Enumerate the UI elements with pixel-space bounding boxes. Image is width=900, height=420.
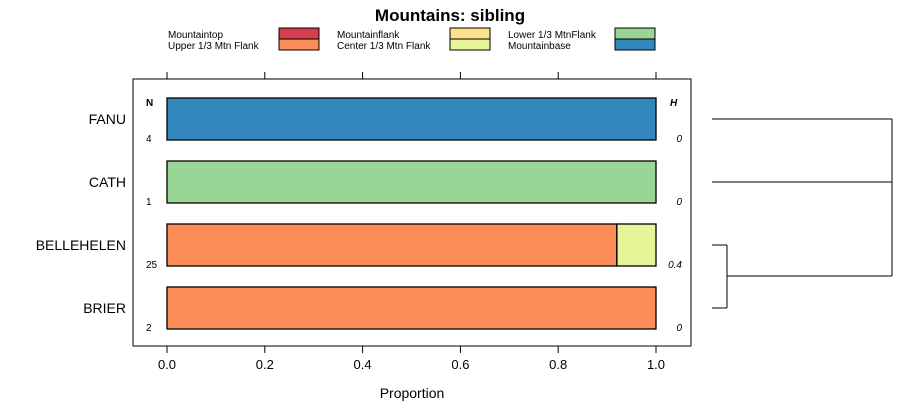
legend-label-mountaintop: Mountaintop (168, 30, 223, 41)
n-value-fanu: 4 (146, 134, 152, 145)
category-label-bellehelen: BELLEHELEN (36, 237, 126, 253)
legend-label-mountainbase: Mountainbase (508, 41, 571, 52)
category-label-cath: CATH (89, 174, 126, 190)
x-tick-label: 0.2 (256, 357, 274, 372)
legend-swatch-center-1-3-mtn-flank (449, 38, 491, 51)
category-label-brier: BRIER (83, 300, 126, 316)
category-label-fanu: FANU (89, 111, 126, 127)
h-value-cath: 0 (676, 197, 682, 208)
bar-segment-bellehelen-upper-1-3-mtn-flank (166, 223, 618, 267)
legend-label-lower-1-3-mtnflank: Lower 1/3 MtnFlank (508, 30, 597, 41)
n-value-brier: 2 (146, 323, 152, 334)
x-tick-label: 1.0 (647, 357, 665, 372)
x-tick-label: 0.8 (549, 357, 567, 372)
n-column-header: N (146, 98, 153, 109)
bar-segment-fanu-mountainbase (166, 97, 657, 141)
h-value-fanu: 0 (676, 134, 682, 145)
legend-swatch-mountainflank (449, 27, 491, 40)
chart-title: Mountains: sibling (375, 6, 525, 25)
bar-segment-brier-upper-1-3-mtn-flank (166, 286, 657, 330)
legend-swatch-upper-1-3-mtn-flank (278, 38, 320, 51)
plot-frame (132, 78, 692, 347)
legend-swatch-lower-1-3-mtnflank (614, 27, 656, 40)
x-tick-label: 0.6 (451, 357, 469, 372)
x-axis: 0.0 0.2 0.4 0.6 0.8 1.0 (158, 72, 665, 372)
dendrogram (712, 118, 893, 309)
x-tick-label: 0.0 (158, 357, 176, 372)
bar-segment-cath-lower-1-3-mtnflank (166, 160, 657, 204)
h-column-header: H (670, 98, 678, 109)
legend-label-upper-1-3-mtn-flank: Upper 1/3 Mtn Flank (168, 41, 260, 52)
x-tick-label: 0.4 (354, 357, 372, 372)
h-value-brier: 0 (676, 323, 682, 334)
legend-swatch-mountaintop (278, 27, 320, 40)
n-value-cath: 1 (146, 197, 152, 208)
legend-label-mountainflank: Mountainflank (337, 30, 400, 41)
bars-group: FANU 4 0 CATH 1 0 BELLEHELEN 25 0.4 BRIER 2 0 (36, 97, 682, 334)
bar-segment-bellehelen-center-1-3-mtn-flank (616, 223, 657, 267)
x-axis-label: Proportion (380, 385, 445, 401)
legend-label-center-1-3-mtn-flank: Center 1/3 Mtn Flank (337, 41, 431, 52)
h-value-bellehelen: 0.4 (668, 260, 682, 271)
n-value-bellehelen: 25 (146, 260, 158, 271)
legend-swatch-mountainbase (614, 38, 656, 51)
